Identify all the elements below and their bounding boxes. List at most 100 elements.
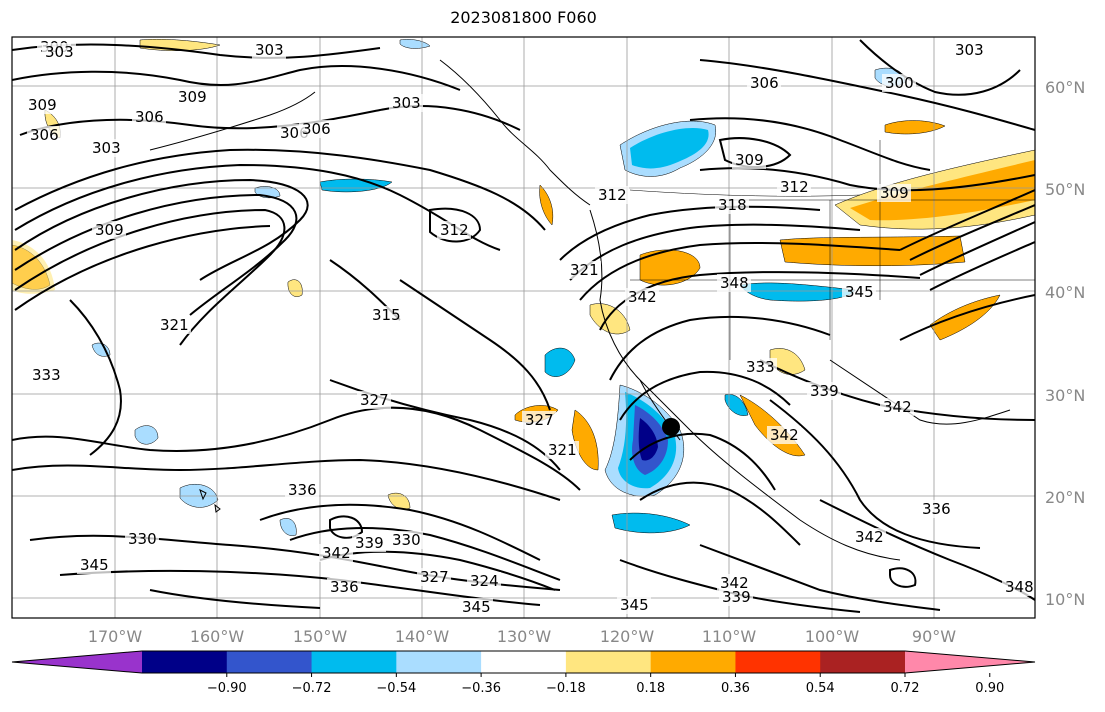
contour-label-bg <box>807 382 841 400</box>
lat-label: 50°N <box>1045 180 1085 199</box>
contour-line <box>639 481 801 546</box>
west-coast <box>589 209 691 431</box>
contour-line <box>899 189 1035 251</box>
contour-label-bg <box>852 528 886 546</box>
contour-label: 339 <box>722 588 751 606</box>
contour-line <box>929 241 1035 291</box>
shade-warm <box>589 303 631 335</box>
contour-label-bg <box>617 596 651 614</box>
contour-label: 318 <box>718 196 747 214</box>
shade-warm <box>779 235 966 267</box>
shade-cool <box>724 394 749 416</box>
contour-label: 309 <box>735 151 764 169</box>
shade-cool <box>134 425 159 445</box>
contour-line <box>329 515 364 539</box>
colorbar-tick-label: 0.72 <box>891 681 920 696</box>
contour-label-bg <box>717 274 751 292</box>
contour-label: 303 <box>255 41 284 59</box>
contour-line <box>769 399 981 549</box>
lon-label: 170°W <box>88 627 143 646</box>
contour-label: 327 <box>420 568 449 586</box>
colorbar-segment <box>650 651 736 673</box>
contour-label-bg <box>715 196 749 214</box>
contour-line <box>609 315 831 381</box>
contour-label-bg <box>125 530 159 548</box>
canada-border <box>629 189 861 197</box>
hawaii <box>199 489 221 513</box>
lon-label: 90°W <box>912 627 956 646</box>
contour-label: 324 <box>470 572 499 590</box>
contour-label-bg <box>545 441 579 459</box>
plot-border <box>11 36 1036 619</box>
colorbar-segment <box>396 651 482 673</box>
shade-cool <box>279 518 297 536</box>
contour-label: 345 <box>462 598 491 616</box>
contour-label-bg <box>625 288 659 306</box>
contour-line <box>859 39 1021 96</box>
contour-label: 342 <box>720 574 749 592</box>
contour-label: 342 <box>883 398 912 416</box>
contour-label: 333 <box>32 366 61 384</box>
contour-label-bg <box>389 94 423 112</box>
contour-label: 303 <box>955 41 984 59</box>
contour-label-bg <box>743 358 777 376</box>
shade-cool <box>739 282 856 302</box>
contour-label: 306 <box>302 120 331 138</box>
contour-label-bg <box>459 598 493 616</box>
contour-label: 342 <box>628 288 657 306</box>
contour-label: 309 <box>178 88 207 106</box>
colorbar-tick-label: 0.54 <box>806 681 835 696</box>
contour-label: 342 <box>770 426 799 444</box>
contour-label-bg <box>882 74 916 92</box>
contour-label-bg <box>42 43 76 61</box>
colorbar-tick-label: 0.18 <box>636 681 665 696</box>
contour-label: 309 <box>880 184 909 202</box>
contour-line <box>12 65 461 91</box>
contour-label: 312 <box>598 186 627 204</box>
contour-line <box>619 370 791 421</box>
lon-label: 140°W <box>395 627 450 646</box>
lon-label: 100°W <box>805 627 860 646</box>
storm-center-marker <box>662 418 680 436</box>
contour-label: 333 <box>746 358 775 376</box>
shade-cool <box>544 347 576 377</box>
contour-label: 345 <box>80 556 109 574</box>
contour-label: 303 <box>92 139 121 157</box>
shade-cool <box>91 342 111 357</box>
contour-label-bg <box>319 544 353 562</box>
contour-line <box>14 225 271 311</box>
contour-label: 330 <box>128 530 157 548</box>
contour-label-bg <box>732 151 766 169</box>
contour-line <box>14 208 286 346</box>
contour-line <box>69 299 122 456</box>
contour-label-bg <box>717 574 751 592</box>
contour-line <box>14 178 309 281</box>
contour-label-bg <box>92 221 126 239</box>
contour-label-bg <box>719 588 753 606</box>
contour-label: 321 <box>570 261 599 279</box>
contour-line <box>629 432 776 491</box>
contour-label: 336 <box>288 481 317 499</box>
contour-label-bg <box>299 120 333 138</box>
colorbar: −0.90 −0.72 −0.54 −0.36 −0.18 0.18 0.36 0.54 0.7… <box>11 650 1036 696</box>
aleutian-islands <box>149 91 316 151</box>
contour-label-bg <box>952 41 986 59</box>
contour-line <box>699 544 941 611</box>
colorbar-tick-label: −0.18 <box>546 681 586 696</box>
contour-label: 327 <box>360 391 389 409</box>
contour-line <box>579 241 901 301</box>
contour-line <box>12 406 581 491</box>
contour-line <box>399 279 551 411</box>
alaska-coast <box>439 59 591 206</box>
contour-label-bg <box>285 481 319 499</box>
contour-line <box>699 59 1035 131</box>
contour-line <box>689 117 931 171</box>
colorbar-extend-max <box>905 651 1035 673</box>
colorbar-tick-label: −0.36 <box>461 681 501 696</box>
shade-warm <box>387 492 411 510</box>
latitude-axis: 60°N 50°N 40°N 30°N 20°N 10°N <box>1045 78 1085 609</box>
contour-label-bg <box>567 261 601 279</box>
contour-line <box>14 148 546 231</box>
contour-label: 321 <box>160 316 189 334</box>
